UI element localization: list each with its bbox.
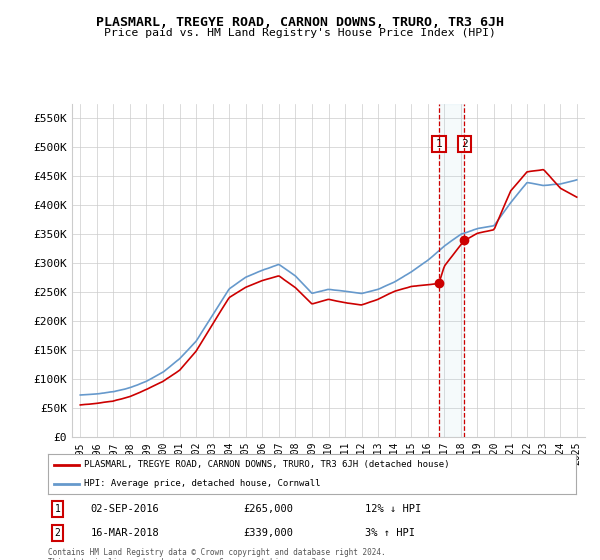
Text: PLASMARL, TREGYE ROAD, CARNON DOWNS, TRURO, TR3 6JH: PLASMARL, TREGYE ROAD, CARNON DOWNS, TRU… xyxy=(96,16,504,29)
Text: 3% ↑ HPI: 3% ↑ HPI xyxy=(365,528,415,538)
Text: Contains HM Land Registry data © Crown copyright and database right 2024.
This d: Contains HM Land Registry data © Crown c… xyxy=(48,548,386,560)
Text: PLASMARL, TREGYE ROAD, CARNON DOWNS, TRURO, TR3 6JH (detached house): PLASMARL, TREGYE ROAD, CARNON DOWNS, TRU… xyxy=(84,460,449,469)
Bar xyxy=(439,104,464,437)
Text: £265,000: £265,000 xyxy=(244,504,293,514)
Text: HPI: Average price, detached house, Cornwall: HPI: Average price, detached house, Corn… xyxy=(84,479,320,488)
Text: 2: 2 xyxy=(55,528,61,538)
Text: 12% ↓ HPI: 12% ↓ HPI xyxy=(365,504,421,514)
Text: 2: 2 xyxy=(461,139,468,149)
Text: 1: 1 xyxy=(55,504,61,514)
Text: 1: 1 xyxy=(436,139,442,149)
Text: Price paid vs. HM Land Registry's House Price Index (HPI): Price paid vs. HM Land Registry's House … xyxy=(104,28,496,38)
Text: £339,000: £339,000 xyxy=(244,528,293,538)
Text: 02-SEP-2016: 02-SEP-2016 xyxy=(90,504,159,514)
Text: 16-MAR-2018: 16-MAR-2018 xyxy=(90,528,159,538)
